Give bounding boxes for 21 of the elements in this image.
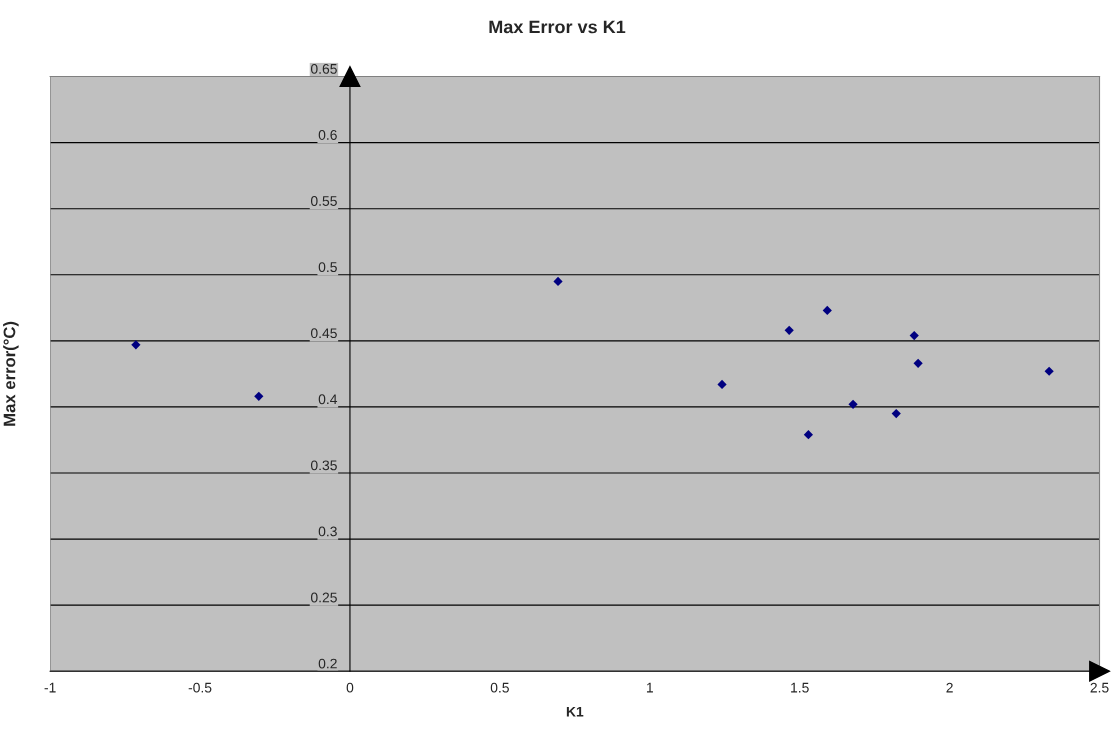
y-tick-label: 0.55 bbox=[310, 196, 337, 206]
y-tick-label: 0.6 bbox=[318, 130, 337, 140]
x-tick-label: 2.5 bbox=[1090, 682, 1109, 693]
x-tick-label: -0.5 bbox=[188, 682, 212, 693]
y-tick-label: 0.45 bbox=[310, 328, 337, 339]
y-tick-label: 0.2 bbox=[318, 658, 337, 669]
x-tick-label: 2 bbox=[946, 682, 953, 693]
y-tick-label: 0.3 bbox=[318, 526, 337, 537]
x-tick-label: 0.5 bbox=[490, 682, 509, 693]
x-tick-label: 1.5 bbox=[791, 682, 809, 693]
y-tick-label: 0.25 bbox=[310, 592, 337, 603]
x-tick-label: 0 bbox=[346, 682, 354, 693]
y-tick-label: 0.35 bbox=[310, 460, 337, 471]
y-tick-label: 0.65 bbox=[310, 63, 337, 74]
y-tick-label: 0.5 bbox=[318, 262, 337, 273]
x-axis-title: K1 bbox=[566, 706, 584, 717]
x-tick-label: -1 bbox=[44, 682, 56, 693]
chart-title: Max Error vs K1 bbox=[489, 20, 626, 34]
y-tick-label: 0.4 bbox=[318, 394, 338, 405]
x-tick-label: 1 bbox=[646, 682, 653, 693]
y-axis-title: Max error(°C) bbox=[3, 321, 19, 426]
